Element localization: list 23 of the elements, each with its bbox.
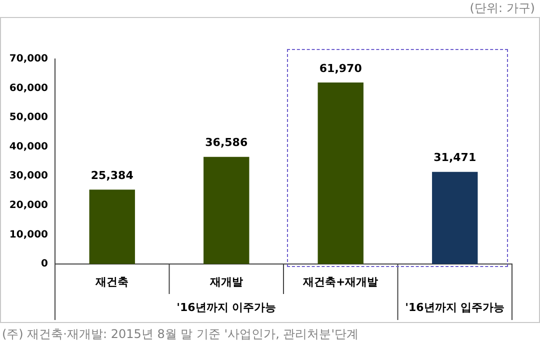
- y-tick-label: 70,000: [9, 54, 48, 65]
- y-tick-label: 30,000: [9, 170, 48, 182]
- bar: [204, 156, 250, 264]
- bar: [89, 190, 135, 264]
- y-tick-label: 20,000: [9, 200, 48, 212]
- y-tick-label: 60,000: [9, 82, 48, 94]
- y-tick-label: 40,000: [9, 141, 48, 152]
- text: '16년까지 입주가능: [405, 300, 505, 314]
- bar: [318, 82, 364, 264]
- y-tick-label: 10,000: [9, 229, 48, 240]
- text: (주) 재건축·재개발: 2015년 8월 말 기준 '사업인가, 관리처분'단계: [2, 327, 359, 342]
- data-label: 31,471: [434, 151, 476, 164]
- data-label: 61,970: [319, 62, 362, 75]
- y-tick-label: 0: [41, 258, 48, 270]
- x-tick-label: 재건축+재개발: [302, 275, 378, 288]
- y-tick-label: 50,000: [9, 112, 48, 124]
- text: (단위: 가구): [470, 1, 535, 16]
- data-label: 25,384: [90, 169, 134, 182]
- x-tick-label: 재개발: [208, 275, 243, 288]
- text: '16년까지 이주가능: [176, 300, 276, 314]
- x-tick-label: 재건축: [94, 275, 129, 288]
- data-label: 36,586: [205, 136, 248, 150]
- bar: [432, 172, 478, 264]
